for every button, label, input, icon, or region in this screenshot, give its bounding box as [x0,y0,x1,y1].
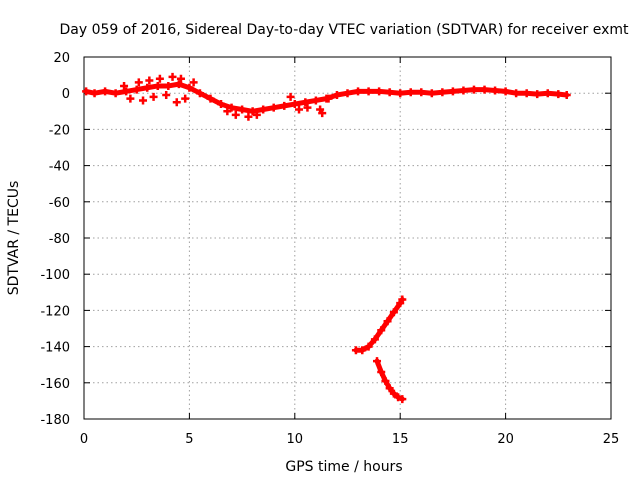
y-tick-label: 20 [53,51,70,66]
x-tick-label: 10 [287,432,304,447]
data-point [231,110,240,119]
data-point [139,96,148,105]
data-point [252,110,261,119]
data-point [303,103,312,112]
x-axis-label: GPS time / hours [285,459,402,475]
axis-ticks [83,56,612,420]
data-point [244,112,253,121]
y-axis-label: SDTVAR / TECUs [6,181,22,296]
data-point [134,78,143,87]
data-point [189,78,198,87]
y-tick-label: -140 [40,341,70,356]
y-tick-labels: 20 0 -20 -40 -60 -80 -100 -120 -140 -160 -180 [40,51,70,428]
data-point [172,98,181,107]
data-point [324,94,333,103]
grid [84,57,611,419]
data-point [120,81,129,90]
y-tick-label: -80 [49,232,70,247]
data-point [168,72,177,81]
plot-frame [83,56,612,420]
series-trace [374,358,405,402]
data-point [155,74,164,83]
y-tick-label: -160 [40,377,70,392]
x-tick-label: 25 [603,432,620,447]
data-point [149,92,158,101]
x-tick-label: 5 [185,432,193,447]
y-tick-label: -180 [40,413,70,428]
y-tick-label: -120 [40,304,70,319]
data-point [145,76,154,85]
data-point [181,94,190,103]
series-trace [353,297,405,353]
y-tick-label: -40 [49,160,70,175]
data-points [82,72,571,404]
data-point [295,105,304,114]
data-point [176,74,185,83]
y-tick-label: 0 [62,87,70,102]
data-point [223,107,232,116]
data-point [318,109,327,118]
x-tick-label: 20 [497,432,514,447]
chart-title: Day 059 of 2016, Sidereal Day-to-day VTE… [60,22,630,38]
x-tick-label: 15 [392,432,409,447]
data-point [286,92,295,101]
y-tick-label: -100 [40,268,70,283]
y-tick-label: -60 [49,196,70,211]
data-point [162,91,171,100]
y-tick-label: -20 [49,123,70,138]
x-tick-label: 0 [80,432,88,447]
data-point [126,94,135,103]
x-tick-labels: 0 5 10 15 20 25 [80,432,619,447]
